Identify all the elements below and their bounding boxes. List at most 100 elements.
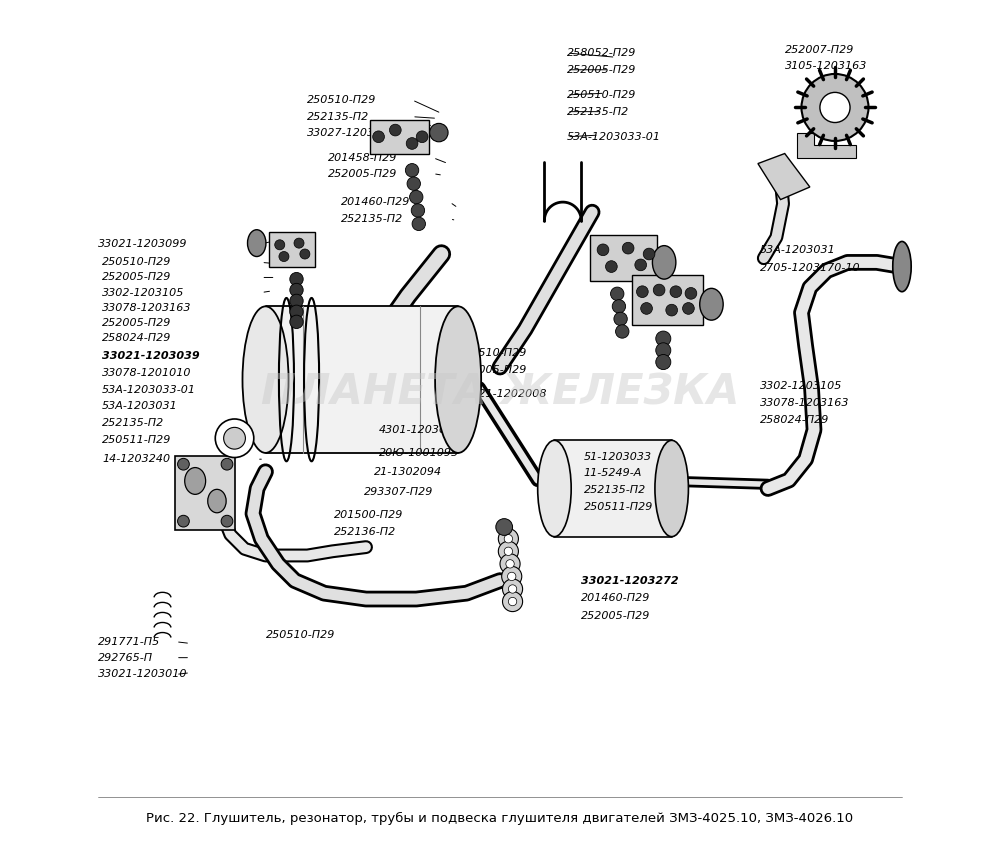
Circle shape <box>215 419 254 458</box>
Text: 20Ю-1001095: 20Ю-1001095 <box>379 448 459 459</box>
Circle shape <box>656 331 671 346</box>
Text: 250510-П29: 250510-П29 <box>307 95 377 105</box>
Circle shape <box>606 260 617 272</box>
Text: 53А-1203033-01: 53А-1203033-01 <box>567 132 661 142</box>
Circle shape <box>178 515 189 527</box>
Circle shape <box>430 123 448 142</box>
Circle shape <box>685 287 697 299</box>
Text: 252136-П2: 252136-П2 <box>334 527 396 537</box>
Circle shape <box>683 303 694 314</box>
Circle shape <box>290 305 303 319</box>
Circle shape <box>504 547 513 556</box>
Text: 33021-1203010: 33021-1203010 <box>98 669 188 679</box>
Polygon shape <box>758 153 810 200</box>
Text: 252135-П2: 252135-П2 <box>307 111 370 121</box>
Bar <box>554 440 672 537</box>
Text: 252135-П2: 252135-П2 <box>584 486 646 495</box>
Ellipse shape <box>538 440 571 537</box>
Text: 252005-П29: 252005-П29 <box>102 318 172 328</box>
Text: 201460-П29: 201460-П29 <box>341 197 410 207</box>
Bar <box>175 456 235 529</box>
Ellipse shape <box>248 230 266 256</box>
Text: 201458-П29: 201458-П29 <box>328 153 398 163</box>
Text: 51-1203033: 51-1203033 <box>584 452 652 462</box>
Circle shape <box>653 284 665 296</box>
Circle shape <box>820 93 850 122</box>
Text: 33021-1202008: 33021-1202008 <box>458 389 548 399</box>
Text: 250510-П29: 250510-П29 <box>102 257 172 267</box>
Text: 250511-П29: 250511-П29 <box>584 502 653 512</box>
Circle shape <box>406 137 418 149</box>
Text: Рис. 22. Глушитель, резонатор, трубы и подвеска глушителя двигателей ЗМЗ-4025.10: Рис. 22. Глушитель, резонатор, трубы и п… <box>146 812 854 825</box>
Ellipse shape <box>700 288 723 320</box>
Circle shape <box>611 287 624 300</box>
Circle shape <box>498 529 518 549</box>
Text: 53А-1203031: 53А-1203031 <box>102 401 178 411</box>
Bar <box>269 232 315 267</box>
Bar <box>266 306 458 453</box>
Ellipse shape <box>208 489 226 513</box>
Circle shape <box>637 286 648 298</box>
Text: 250510-П29: 250510-П29 <box>567 90 636 100</box>
Circle shape <box>412 217 425 231</box>
Circle shape <box>279 251 289 261</box>
Circle shape <box>290 315 303 329</box>
Circle shape <box>290 294 303 308</box>
Circle shape <box>666 304 678 316</box>
Circle shape <box>224 427 245 449</box>
Circle shape <box>656 343 671 358</box>
Text: 252007-П29: 252007-П29 <box>785 45 854 55</box>
Text: 252005-П29: 252005-П29 <box>458 364 528 374</box>
Circle shape <box>506 560 514 568</box>
Text: 14-1203240: 14-1203240 <box>102 454 170 464</box>
Circle shape <box>801 74 868 141</box>
Text: 252005-П29: 252005-П29 <box>581 611 651 620</box>
Text: 11-5249-А: 11-5249-А <box>584 469 642 479</box>
Text: ПЛАНЕТА ЖЕЛЕЗКА: ПЛАНЕТА ЖЕЛЕЗКА <box>261 371 739 413</box>
Text: 293307-П29: 293307-П29 <box>364 487 434 497</box>
Text: 53А-1203033-01: 53А-1203033-01 <box>102 384 196 395</box>
Text: 258052-П29: 258052-П29 <box>567 48 636 58</box>
Ellipse shape <box>652 245 676 279</box>
Circle shape <box>503 592 523 612</box>
Text: 33078-1203163: 33078-1203163 <box>760 398 849 408</box>
Text: 3105-1203163: 3105-1203163 <box>785 62 867 72</box>
Circle shape <box>373 131 384 142</box>
Circle shape <box>389 124 401 136</box>
Text: 33021-1203099: 33021-1203099 <box>98 239 188 249</box>
Circle shape <box>635 259 647 271</box>
Circle shape <box>643 248 655 260</box>
Text: 33027-1203104: 33027-1203104 <box>307 128 397 138</box>
Circle shape <box>300 249 310 259</box>
Text: 33021-1203039: 33021-1203039 <box>102 352 200 361</box>
Text: 53А-1203031: 53А-1203031 <box>760 244 835 255</box>
Text: 250511-П29: 250511-П29 <box>102 435 172 445</box>
Ellipse shape <box>655 440 688 537</box>
Circle shape <box>290 283 303 297</box>
Ellipse shape <box>893 241 911 292</box>
Circle shape <box>407 177 420 191</box>
Ellipse shape <box>435 306 481 453</box>
Circle shape <box>416 131 428 142</box>
Bar <box>590 235 657 282</box>
Circle shape <box>221 459 233 470</box>
Text: 292765-П: 292765-П <box>98 652 153 663</box>
Ellipse shape <box>185 468 206 494</box>
Text: 258024-П29: 258024-П29 <box>102 333 172 343</box>
Circle shape <box>508 598 517 606</box>
Text: 252135-П2: 252135-П2 <box>102 418 164 428</box>
Circle shape <box>612 299 626 313</box>
Text: 3302-1203105: 3302-1203105 <box>102 287 185 298</box>
Circle shape <box>221 515 233 527</box>
Circle shape <box>504 534 513 543</box>
Circle shape <box>503 579 523 599</box>
Text: 252135-П2: 252135-П2 <box>341 214 403 224</box>
Circle shape <box>178 459 189 470</box>
Text: 33078-1201010: 33078-1201010 <box>102 368 192 378</box>
Text: 3302-1203105: 3302-1203105 <box>760 381 842 391</box>
Circle shape <box>405 164 419 177</box>
Circle shape <box>616 325 629 338</box>
Text: 201500-П29: 201500-П29 <box>334 510 404 520</box>
Text: 252135-П2: 252135-П2 <box>567 107 629 116</box>
Circle shape <box>622 242 634 254</box>
